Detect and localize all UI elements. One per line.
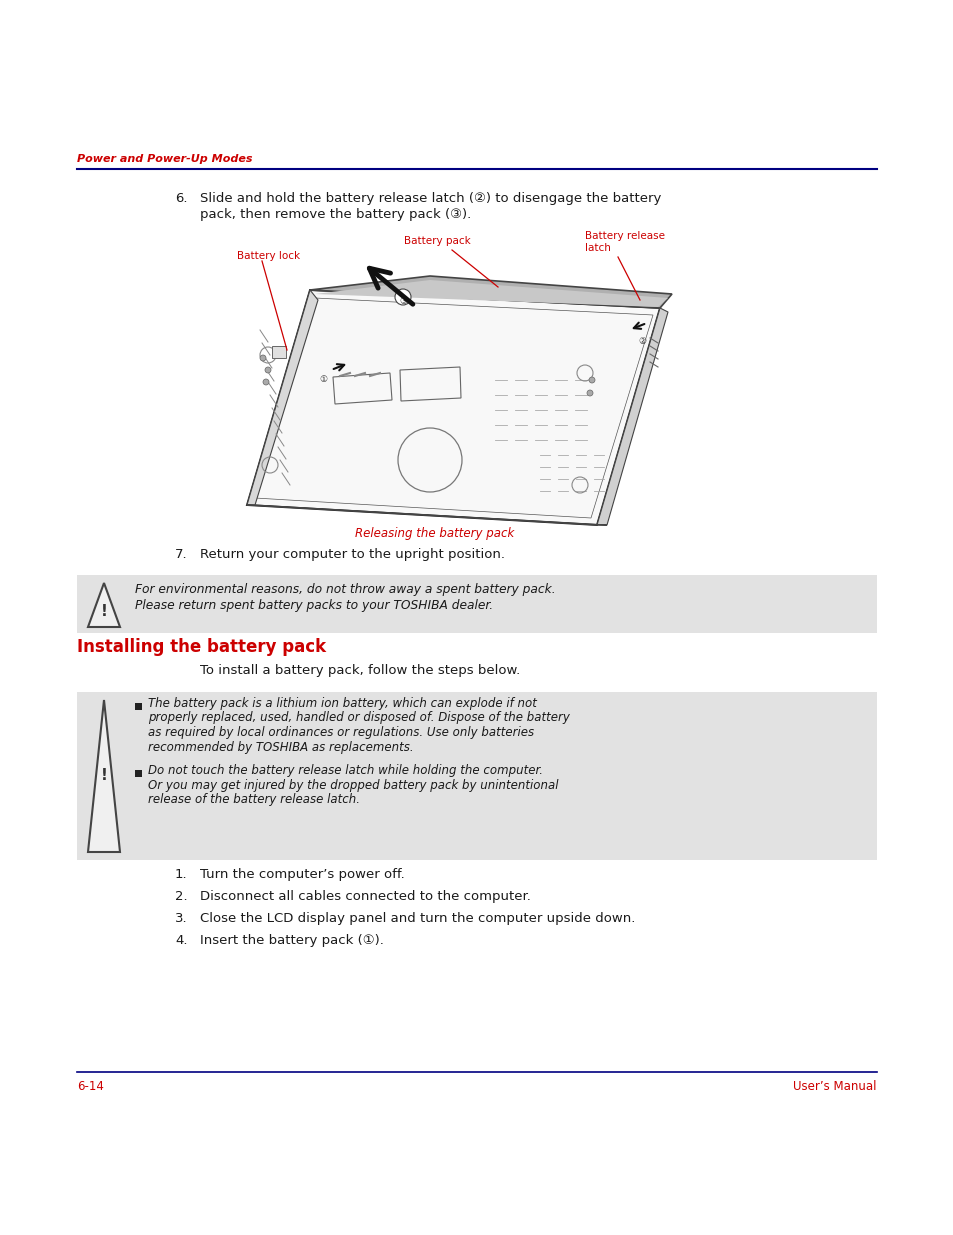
Bar [135,703,142,710]
Bar [135,769,142,777]
Polygon shape [597,308,667,525]
Text: 3.: 3. [174,911,188,925]
Text: Insert the battery pack (①).: Insert the battery pack (①). [200,934,383,947]
Text: Battery release: Battery release [584,231,664,241]
Text: 4.: 4. [174,934,188,947]
Text: 2.: 2. [174,890,188,903]
Text: release of the battery release latch.: release of the battery release latch. [148,793,359,806]
Text: !: ! [100,768,108,783]
Polygon shape [88,583,120,627]
Polygon shape [247,290,317,505]
Text: ③: ③ [398,296,407,305]
Text: Slide and hold the battery release latch (②) to disengage the battery: Slide and hold the battery release latch… [200,191,660,205]
Text: as required by local ordinances or regulations. Use only batteries: as required by local ordinances or regul… [148,726,534,739]
Text: pack, then remove the battery pack (③).: pack, then remove the battery pack (③). [200,207,471,221]
Text: Do not touch the battery release latch while holding the computer.: Do not touch the battery release latch w… [148,764,542,777]
Polygon shape [88,700,120,852]
Text: Disconnect all cables connected to the computer.: Disconnect all cables connected to the c… [200,890,530,903]
Text: Installing the battery pack: Installing the battery pack [77,638,326,656]
Text: User’s Manual: User’s Manual [793,1079,876,1093]
Circle shape [260,354,266,361]
Polygon shape [247,505,606,525]
Text: For environmental reasons, do not throw away a spent battery pack.: For environmental reasons, do not throw … [135,583,555,597]
Text: Battery pack: Battery pack [403,236,470,246]
Text: 6-14: 6-14 [77,1079,104,1093]
Text: Power and Power-Up Modes: Power and Power-Up Modes [77,154,253,164]
Text: 6.: 6. [174,191,188,205]
Text: Or you may get injured by the dropped battery pack by unintentional: Or you may get injured by the dropped ba… [148,778,558,792]
Polygon shape [247,290,659,525]
Circle shape [395,289,411,305]
Text: ①: ① [318,375,327,384]
Text: To install a battery pack, follow the steps below.: To install a battery pack, follow the st… [200,664,519,677]
Text: The battery pack is a lithium ion battery, which can explode if not: The battery pack is a lithium ion batter… [148,697,537,710]
FancyBboxPatch shape [77,576,876,634]
Text: properly replaced, used, handled or disposed of. Dispose of the battery: properly replaced, used, handled or disp… [148,711,569,725]
Text: Turn the computer’s power off.: Turn the computer’s power off. [200,868,404,881]
Text: recommended by TOSHIBA as replacements.: recommended by TOSHIBA as replacements. [148,741,414,753]
Text: ②: ② [638,337,645,347]
Text: latch: latch [584,243,610,253]
Bar [272,346,286,358]
Text: Please return spent battery packs to your TOSHIBA dealer.: Please return spent battery packs to you… [135,599,493,613]
Text: Releasing the battery pack: Releasing the battery pack [355,527,514,540]
Polygon shape [314,280,667,308]
Polygon shape [310,275,671,308]
Text: 7.: 7. [174,548,188,561]
Circle shape [588,377,595,383]
Circle shape [586,390,593,396]
Text: Return your computer to the upright position.: Return your computer to the upright posi… [200,548,504,561]
Circle shape [263,379,269,385]
Text: 1.: 1. [174,868,188,881]
Circle shape [265,367,271,373]
Text: Battery lock: Battery lock [236,251,300,261]
FancyBboxPatch shape [77,692,876,860]
Text: !: ! [100,604,108,619]
Text: Close the LCD display panel and turn the computer upside down.: Close the LCD display panel and turn the… [200,911,635,925]
